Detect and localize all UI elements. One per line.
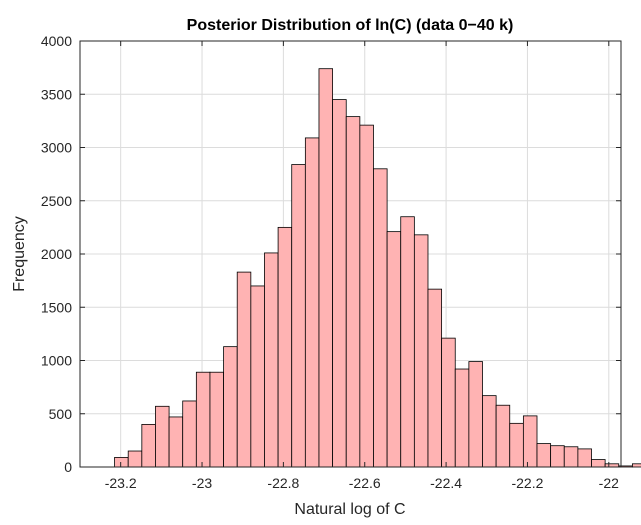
x-tick-label: -23.2 bbox=[105, 475, 137, 491]
histogram-bar bbox=[141, 423, 156, 468]
histogram-bar bbox=[236, 271, 252, 468]
histogram-bar bbox=[509, 422, 524, 468]
ticks-layer: -23.2 -23 -22.8 -22.6 -22.4 -22.2 -22 0 500 1000 1… bbox=[41, 33, 621, 491]
y-tick-label: 4000 bbox=[41, 33, 72, 49]
x-axis-title: Natural log of C bbox=[294, 501, 405, 518]
histogram-bar bbox=[359, 124, 374, 468]
histogram-bar bbox=[318, 68, 334, 468]
histogram-bar bbox=[495, 404, 511, 468]
histogram-bar bbox=[536, 443, 552, 468]
histogram-bar bbox=[577, 448, 592, 468]
y-tick-label: 0 bbox=[64, 459, 72, 475]
x-tick-label: -22.6 bbox=[349, 475, 381, 491]
x-tick-label: -23 bbox=[192, 475, 212, 491]
histogram-bar bbox=[264, 252, 279, 468]
histogram-bar bbox=[155, 405, 170, 468]
histogram-bar bbox=[291, 164, 306, 468]
y-tick-label: 500 bbox=[49, 406, 73, 422]
histogram-bar bbox=[304, 137, 320, 468]
histogram-bar bbox=[114, 457, 129, 468]
histogram-bar bbox=[400, 216, 415, 468]
histogram-bar bbox=[386, 231, 402, 468]
histogram-bar bbox=[168, 416, 184, 468]
y-axis-title: Frequency bbox=[11, 216, 28, 292]
histogram-bar bbox=[223, 346, 238, 468]
histogram-bar bbox=[563, 446, 579, 468]
y-tick-label: 2000 bbox=[41, 246, 72, 262]
histogram-bar bbox=[550, 445, 565, 468]
x-tick-label: -22 bbox=[599, 475, 619, 491]
histogram-bar bbox=[127, 450, 143, 468]
chart-title: Posterior Distribution of ln(C) (data 0−… bbox=[187, 17, 514, 34]
histogram-bar bbox=[468, 361, 483, 468]
y-tick-label: 3000 bbox=[41, 140, 72, 156]
y-tick-label: 3500 bbox=[41, 86, 72, 102]
histogram-bar bbox=[195, 371, 211, 468]
histogram-bar bbox=[427, 288, 443, 468]
histogram-bar bbox=[250, 285, 265, 468]
y-tick-label: 1000 bbox=[41, 353, 72, 369]
histogram-bar bbox=[522, 415, 538, 468]
x-tick-label: -22.8 bbox=[267, 475, 299, 491]
histogram-bar bbox=[631, 463, 641, 468]
histogram-bar bbox=[332, 99, 347, 468]
histogram-bar bbox=[209, 371, 224, 468]
histogram-bar bbox=[277, 226, 293, 468]
histogram-bar bbox=[591, 459, 606, 468]
histogram-bar bbox=[373, 168, 388, 468]
y-tick-label: 2500 bbox=[41, 193, 72, 209]
x-tick-label: -22.2 bbox=[511, 475, 543, 491]
histogram-bar bbox=[345, 116, 361, 468]
histogram-bar bbox=[182, 400, 197, 468]
histogram-bar bbox=[454, 368, 470, 468]
y-tick-label: 1500 bbox=[41, 299, 72, 315]
histogram-bar bbox=[413, 234, 429, 468]
histogram-bar bbox=[482, 395, 497, 468]
histogram-bar bbox=[441, 337, 456, 468]
x-tick-label: -22.4 bbox=[430, 475, 462, 491]
